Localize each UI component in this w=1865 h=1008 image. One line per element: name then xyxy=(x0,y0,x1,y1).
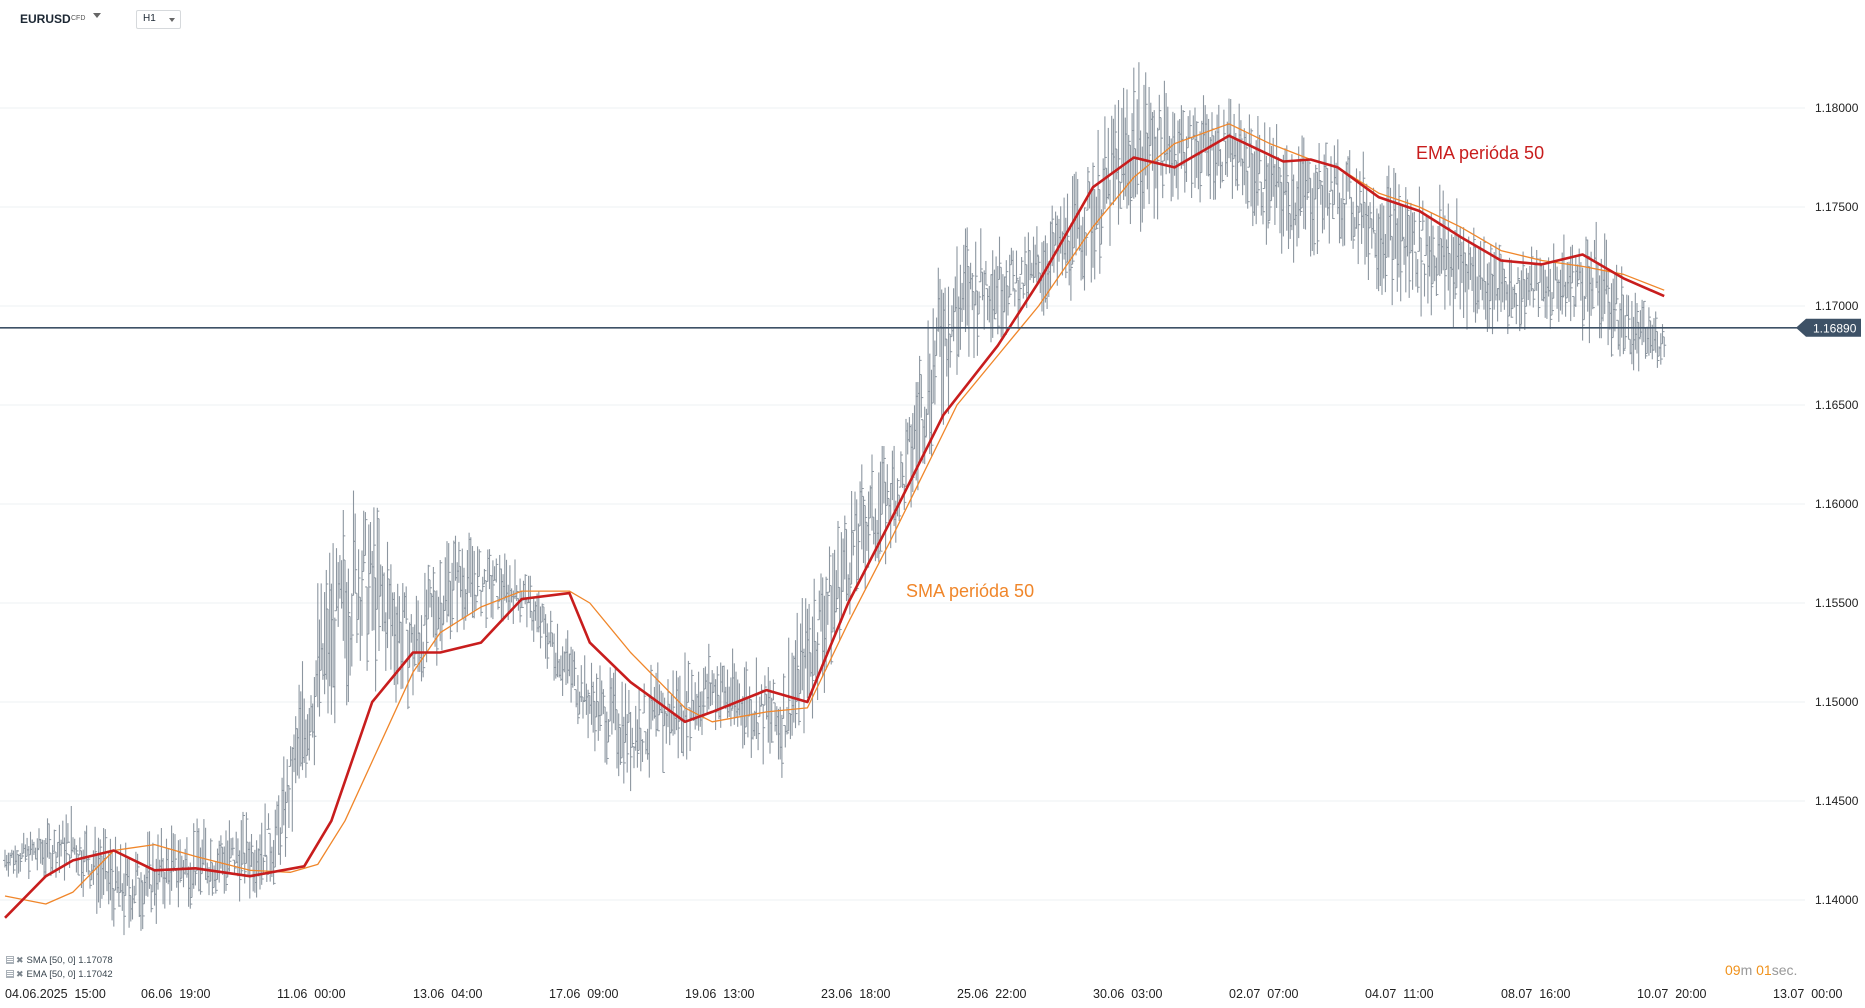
y-tick-label: 1.18000 xyxy=(1815,101,1859,115)
x-tick-label: 02.07 07:00 xyxy=(1229,987,1299,1001)
x-tick-label: 13.06 04:00 xyxy=(413,987,483,1001)
ema-series-label: EMA perióda 50 xyxy=(1416,143,1544,163)
y-tick-label: 1.16500 xyxy=(1815,398,1859,412)
x-tick-label: 17.06 09:00 xyxy=(549,987,619,1001)
y-tick-label: 1.16000 xyxy=(1815,497,1859,511)
x-tick-label: 04.06.2025 15:00 xyxy=(5,987,106,1001)
current-price-tag xyxy=(1796,318,1861,337)
x-tick-label: 08.07 16:00 xyxy=(1501,987,1571,1001)
grid-lines xyxy=(0,107,1805,901)
remove-indicator-icon[interactable]: ✖ xyxy=(16,955,24,965)
legend-label: SMA [50, 0] 1.17078 xyxy=(26,955,113,966)
timer-seconds-suffix: sec. xyxy=(1771,962,1798,978)
indicator-settings-icon[interactable] xyxy=(6,970,14,978)
x-axis: 04.06.2025 15:00 06.06 19:00 11.06 00:00 13… xyxy=(5,987,1843,1001)
x-tick-label: 30.06 03:00 xyxy=(1093,987,1163,1001)
timeframe-label: H1 xyxy=(143,13,156,24)
y-axis: 1.18000 1.17500 1.17000 1.16500 1.16000 1.155… xyxy=(1815,101,1859,907)
chevron-down-icon[interactable] xyxy=(93,13,101,18)
x-tick-label: 13.07 00:00 xyxy=(1773,987,1843,1001)
timer-minutes: 09 xyxy=(1725,962,1741,978)
timer-minutes-suffix: m xyxy=(1740,962,1753,978)
x-tick-label: 23.06 18:00 xyxy=(821,987,891,1001)
y-tick-label: 1.17000 xyxy=(1815,299,1859,313)
chevron-down-icon[interactable] xyxy=(169,18,175,22)
x-tick-label: 06.06 19:00 xyxy=(141,987,211,1001)
indicator-settings-icon[interactable] xyxy=(6,956,14,964)
price-bars xyxy=(3,62,1667,936)
x-tick-label: 19.06 13:00 xyxy=(685,987,755,1001)
x-tick-label: 25.06 22:00 xyxy=(957,987,1027,1001)
ema-line xyxy=(4,134,1665,919)
x-tick-label: 04.07 11:00 xyxy=(1365,987,1434,1001)
y-tick-label: 1.17500 xyxy=(1815,200,1859,214)
sma-line xyxy=(4,123,1665,905)
y-tick-label: 1.15000 xyxy=(1815,695,1859,709)
timer-seconds: 01 xyxy=(1756,962,1772,978)
legend-label: EMA [50, 0] 1.17042 xyxy=(26,969,113,980)
indicator-lines xyxy=(4,123,1665,919)
y-tick-label: 1.14000 xyxy=(1815,893,1859,907)
series-labels: EMA perióda 50 SMA perióda 50 xyxy=(906,143,1544,601)
symbol-selector[interactable]: EURUSD xyxy=(20,12,71,26)
symbol-type-label: CFD xyxy=(71,15,86,22)
indicator-legend-ema[interactable]: ✖ EMA [50, 0] 1.17042 xyxy=(6,969,113,980)
x-tick-label: 11.06 00:00 xyxy=(277,987,346,1001)
indicator-legend-sma[interactable]: ✖ SMA [50, 0] 1.17078 xyxy=(6,955,113,966)
sma-series-label: SMA perióda 50 xyxy=(906,581,1034,601)
y-tick-label: 1.14500 xyxy=(1815,794,1859,808)
x-tick-label: 10.07 20:00 xyxy=(1637,987,1707,1001)
current-price-marker: 1.16890 xyxy=(0,318,1861,337)
timeframe-selector[interactable]: H1 xyxy=(136,10,181,29)
current-price-label: 1.16890 xyxy=(1813,321,1857,335)
remove-indicator-icon[interactable]: ✖ xyxy=(16,969,24,979)
y-tick-label: 1.15500 xyxy=(1815,596,1859,610)
candle-countdown: 09m 01sec. xyxy=(1725,962,1797,978)
chart-toolbar: EURUSD CFD H1 xyxy=(0,0,1865,38)
